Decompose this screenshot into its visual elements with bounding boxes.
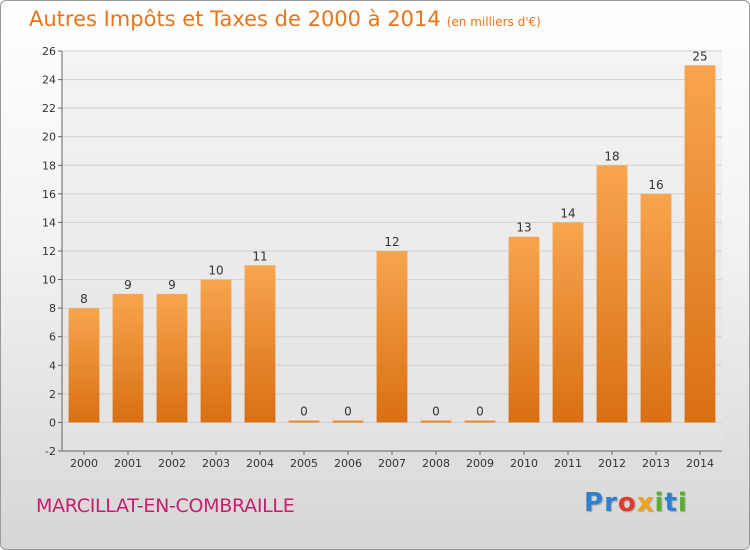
bar-2000	[68, 308, 100, 423]
x-tick-label-2001: 2001	[114, 457, 142, 470]
value-label-2011: 14	[560, 206, 575, 220]
title-row: Autres Impôts et Taxes de 2000 à 2014 (en…	[29, 7, 541, 31]
logo-letter-5: t	[664, 488, 678, 518]
value-label-2005: 0	[300, 404, 308, 418]
axes	[58, 50, 722, 455]
value-label-2009: 0	[476, 404, 484, 418]
x-tick-label-2003: 2003	[202, 457, 230, 470]
value-label-2010: 13	[516, 221, 531, 235]
y-tick-label: 12	[42, 245, 56, 258]
y-tick-label: 8	[49, 302, 56, 315]
y-tick-label: 18	[42, 159, 56, 172]
bar-2008	[420, 420, 452, 423]
x-tick-label-2014: 2014	[686, 457, 714, 470]
bar-2005	[288, 420, 320, 423]
bars	[68, 65, 716, 423]
value-label-2006: 0	[344, 404, 352, 418]
value-label-2008: 0	[432, 404, 440, 418]
y-tick-label: 4	[49, 359, 56, 372]
proxiti-logo: Proxiti	[584, 488, 688, 518]
value-label-2002: 9	[168, 278, 176, 292]
value-label-2003: 10	[208, 264, 223, 278]
bar-2006	[332, 420, 364, 423]
bar-2001	[112, 293, 144, 423]
value-label-2012: 18	[604, 149, 619, 163]
x-tick-label-2013: 2013	[642, 457, 670, 470]
commune-name: MARCILLAT-EN-COMBRAILLE	[36, 495, 295, 517]
y-tick-label: -2	[45, 445, 56, 458]
y-tick-label: 14	[42, 216, 56, 229]
value-label-2001: 9	[124, 278, 132, 292]
bar-2010	[508, 236, 540, 423]
logo-letter-2: o	[617, 488, 637, 518]
bar-2014	[684, 65, 716, 423]
value-label-2007: 12	[384, 235, 399, 249]
x-tick-label-2010: 2010	[510, 457, 538, 470]
x-tick-label-2006: 2006	[334, 457, 362, 470]
x-tick-label-2005: 2005	[290, 457, 318, 470]
logo-letter-0: P	[584, 488, 605, 518]
chart-unit: (en milliers d'€)	[446, 15, 541, 29]
y-tick-label: 6	[49, 331, 56, 344]
value-labels: 8 9 9 10 11 0 0 12 0 0 13 14 18 16 25	[80, 49, 707, 418]
bar-2004	[244, 265, 276, 423]
value-label-2013: 16	[648, 178, 663, 192]
y-tick-label: 2	[49, 388, 56, 401]
x-tick-label-2004: 2004	[246, 457, 274, 470]
x-tick-label-2009: 2009	[466, 457, 494, 470]
bar-2009	[464, 420, 496, 423]
y-tick-label: 20	[42, 131, 56, 144]
bar-2003	[200, 279, 232, 423]
bar-2007	[376, 251, 408, 423]
logo-letter-1: r	[604, 488, 618, 518]
value-label-2000: 8	[80, 292, 88, 306]
x-tick-label-2012: 2012	[598, 457, 626, 470]
x-tick-label-2007: 2007	[378, 457, 406, 470]
bar-2012	[596, 165, 628, 423]
logo-letter-3: x	[636, 488, 655, 518]
bar-2013	[640, 193, 672, 423]
logo-letter-6: i	[677, 488, 688, 518]
logo-letter-4: i	[654, 488, 665, 518]
value-label-2014: 25	[692, 49, 707, 63]
y-tick-label: 0	[49, 416, 56, 429]
y-tick-label: 16	[42, 188, 56, 201]
y-tick-label: 22	[42, 102, 56, 115]
y-tick-label: 24	[42, 74, 56, 87]
bar-2011	[552, 222, 584, 423]
x-tick-label-2000: 2000	[70, 457, 98, 470]
x-tick-labels: 2000 2001 2002 2003 2004 2005 2006 2007 2008 2009…	[70, 457, 714, 470]
x-tick-label-2008: 2008	[422, 457, 450, 470]
y-tick-label: 26	[42, 45, 56, 58]
value-label-2004: 11	[252, 249, 267, 263]
y-tick-label: 10	[42, 274, 56, 287]
chart-title: Autres Impôts et Taxes de 2000 à 2014	[29, 7, 441, 31]
x-tick-label-2002: 2002	[158, 457, 186, 470]
x-tick-label-2011: 2011	[554, 457, 582, 470]
bar-2002	[156, 293, 188, 423]
